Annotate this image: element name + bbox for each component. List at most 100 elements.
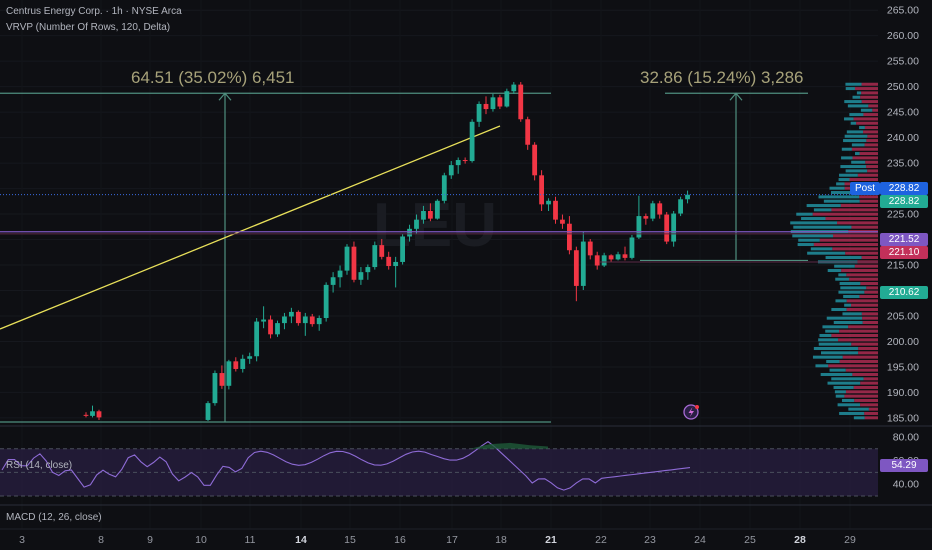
price-tick-label: 215.00 [887, 260, 919, 272]
time-tick-label: 22 [595, 534, 607, 546]
profile-row-down [859, 199, 878, 203]
profile-row-down [864, 290, 878, 294]
profile-row-up [844, 117, 854, 121]
profile-row-up [838, 273, 847, 277]
trend-line[interactable] [0, 125, 501, 330]
profile-row-up [847, 104, 869, 108]
candle-body [90, 411, 95, 416]
profile-row-down [861, 312, 878, 316]
price-range-measurements [0, 92, 808, 423]
measurement-label-right: 32.86 (15.24%) 3,286 [640, 68, 804, 87]
profile-row-down [831, 333, 878, 337]
profile-row-down [840, 204, 878, 208]
profile-row-down [854, 264, 878, 268]
candle-body [448, 165, 454, 176]
profile-row-up [798, 238, 820, 242]
profile-row-up [842, 312, 862, 316]
profile-row-up [827, 381, 861, 385]
candle-body [254, 321, 260, 357]
profile-row-down [851, 342, 878, 346]
profile-row-down [860, 403, 878, 407]
profile-row-down [864, 126, 878, 130]
candle-body [261, 319, 266, 322]
profile-row-down [859, 295, 878, 299]
profile-row-down [839, 329, 878, 333]
time-tick-label: 9 [147, 534, 153, 546]
profile-row-up [825, 256, 862, 260]
price-tick-label: 240.00 [887, 132, 919, 144]
lightning-alert-icon[interactable] [683, 404, 699, 420]
profile-row-up [851, 143, 865, 147]
candle-body [671, 213, 677, 242]
rsi-tick-label: 40.00 [893, 479, 919, 491]
measure-arrowhead-left [218, 92, 232, 101]
profile-row-up [797, 243, 814, 247]
profile-row-up [835, 299, 847, 303]
time-tick-label: 8 [98, 534, 104, 546]
candle-body [685, 194, 690, 200]
candle-body [608, 255, 614, 260]
profile-row-up [792, 234, 834, 238]
price-axis[interactable]: 265.00 260.00 255.00 250.00 245.00 240.00 235.… [887, 5, 919, 425]
price-tick-label: 235.00 [887, 158, 919, 170]
time-tick-label: 15 [344, 534, 356, 546]
candle-body [567, 223, 572, 251]
profile-row-up [843, 295, 860, 299]
time-tick-label: 3 [19, 534, 25, 546]
profile-row-down [837, 221, 878, 225]
candle-body [365, 267, 371, 273]
candle-body [525, 119, 531, 145]
profile-row-down [860, 282, 878, 286]
profile-row-down [860, 95, 878, 99]
profile-row-up [829, 368, 846, 372]
time-axis[interactable]: 3 8 9 10 11 14 15 16 17 18 21 22 23 24 25 28 29 [0, 528, 932, 546]
profile-row-up [846, 130, 864, 134]
candle-body [469, 121, 475, 162]
profile-row-up [810, 247, 833, 251]
time-tick-label: 18 [495, 534, 507, 546]
candle-body [657, 203, 663, 215]
profile-row-down [861, 100, 878, 104]
candle-body [212, 373, 218, 404]
profile-row-down [852, 372, 878, 376]
candle-body [205, 403, 211, 420]
time-tick-label: 24 [694, 534, 706, 546]
profile-row-down [868, 104, 878, 108]
candle-body [219, 373, 225, 386]
macd-legend[interactable]: MACD (12, 26, close) [6, 512, 102, 523]
candle-body [344, 246, 350, 271]
candle-body [323, 284, 329, 319]
profile-row-down [851, 225, 878, 229]
rsi-legend[interactable]: RSI (14, close) [6, 460, 73, 471]
post-price-badge: 228.82 [880, 182, 928, 195]
profile-row-down [866, 165, 878, 169]
profile-row-up [813, 346, 859, 350]
profile-row-up [826, 359, 840, 363]
profile-row-up [801, 217, 826, 221]
price-tick-label: 200.00 [887, 336, 919, 348]
profile-row-down [862, 316, 878, 320]
volume-profile [790, 82, 878, 420]
candle-body [386, 256, 392, 267]
volume-profile-legend[interactable]: VRVP (Number Of Rows, 120, Delta) [6, 22, 171, 33]
candlestick-series [83, 82, 690, 421]
profile-row-up [845, 82, 862, 86]
candle-body [268, 319, 273, 335]
price-tick-label: 185.00 [887, 412, 919, 424]
candle-body [580, 241, 586, 286]
profile-row-up [831, 377, 864, 381]
profile-row-down [813, 243, 878, 247]
profile-row-down [861, 256, 878, 260]
profile-row-down [849, 178, 878, 182]
candle-body [275, 323, 280, 335]
profile-row-up [835, 394, 845, 398]
candle-body [476, 103, 482, 122]
time-tick-label: 28 [794, 534, 806, 546]
profile-row-down [872, 108, 878, 112]
candle-body [295, 311, 301, 324]
profile-row-down [866, 286, 878, 290]
price-tick-label: 255.00 [887, 56, 919, 68]
profile-row-up [840, 165, 867, 169]
